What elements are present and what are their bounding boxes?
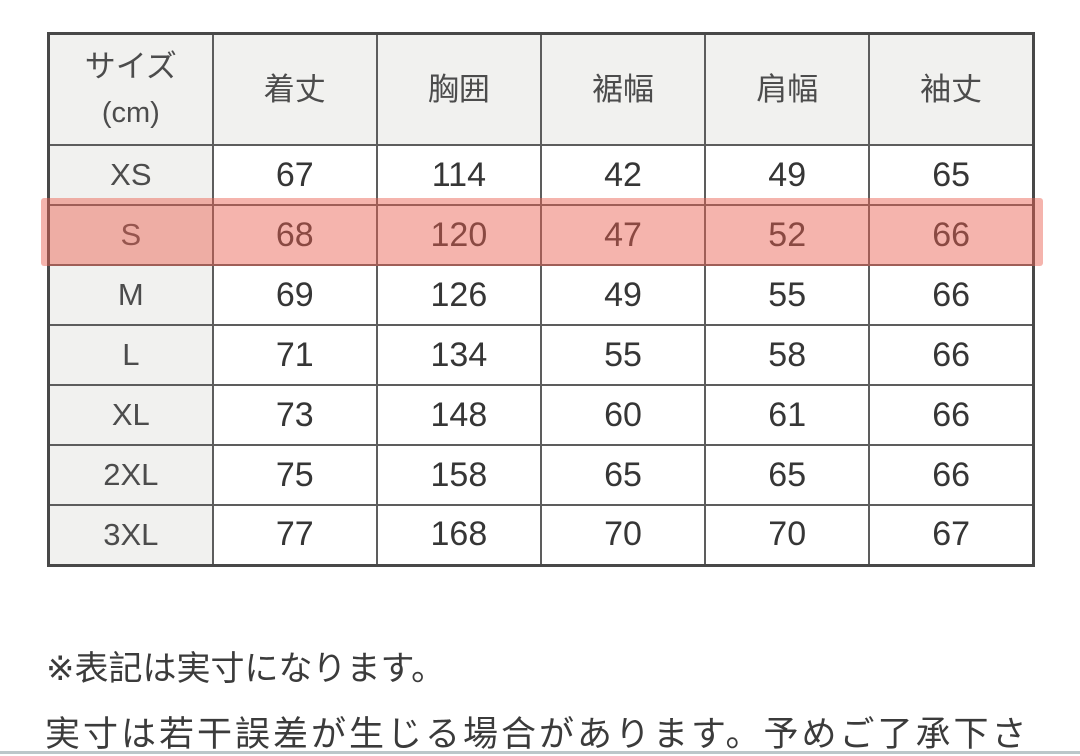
header-row: サイズ (cm) 着丈 胸囲 裾幅 肩幅 袖丈: [47, 32, 1035, 146]
measurement-value: 61: [704, 384, 871, 446]
size-label: S: [47, 204, 214, 266]
size-label: 2XL: [47, 444, 214, 506]
table-row-M: M 69 126 49 55 66: [47, 264, 1035, 326]
measurement-value: 58: [704, 324, 871, 386]
table-row-3XL: 3XL 77 168 70 70 67: [47, 504, 1035, 566]
bottom-divider: [0, 751, 1080, 754]
table-row-2XL: 2XL 75 158 65 65 66: [47, 444, 1035, 506]
measurement-value: 69: [211, 264, 378, 326]
column-header-2: 裾幅: [539, 32, 707, 146]
column-header-0: 着丈: [211, 32, 378, 146]
measurement-value: 120: [375, 204, 542, 266]
measurement-value: 65: [704, 444, 871, 506]
table-row-XL: XL 73 148 60 61 66: [47, 384, 1035, 446]
measurement-value: 65: [868, 144, 1035, 206]
column-header-4: 袖丈: [868, 32, 1035, 146]
measurement-value: 66: [868, 204, 1035, 266]
note-tolerance: 実寸は若干誤差が生じる場合があります。予めご了承下さ: [45, 715, 1030, 754]
measurement-value: 70: [704, 504, 871, 566]
size-label: XS: [47, 144, 214, 206]
measurement-value: 52: [704, 204, 871, 266]
measurement-value: 73: [211, 384, 378, 446]
size-label: XL: [47, 384, 214, 446]
size-label: 3XL: [47, 504, 214, 566]
table-body: XS 67 114 42 49 65 S 68 120 47 52 66 M 69 126 49 55 66 L 71…: [47, 144, 1035, 566]
measurement-value: 66: [868, 384, 1035, 446]
measurement-value: 158: [375, 444, 542, 506]
table-row-XS: XS 67 114 42 49 65: [47, 144, 1035, 206]
measurement-value: 66: [868, 324, 1035, 386]
note-actual-size: ※表記は実寸になります。: [46, 650, 446, 688]
table-row-S: S 68 120 47 52 66: [47, 204, 1035, 266]
size-label: M: [47, 264, 214, 326]
size-column-header-line1: サイズ: [84, 49, 177, 84]
measurement-value: 66: [868, 264, 1035, 326]
size-label: L: [47, 324, 214, 386]
measurement-value: 60: [539, 384, 707, 446]
measurement-value: 75: [211, 444, 378, 506]
measurement-value: 65: [539, 444, 707, 506]
size-column-header-line2: (cm): [101, 96, 160, 129]
measurement-value: 67: [211, 144, 378, 206]
measurement-value: 148: [375, 384, 542, 446]
measurement-value: 66: [868, 444, 1035, 506]
measurement-value: 168: [375, 504, 542, 566]
measurement-value: 71: [211, 324, 378, 386]
measurement-value: 55: [539, 324, 707, 386]
measurement-value: 134: [375, 324, 542, 386]
measurement-value: 114: [375, 144, 542, 206]
measurement-value: 67: [868, 504, 1035, 566]
measurement-value: 70: [539, 504, 707, 566]
measurement-value: 126: [375, 264, 542, 326]
column-header-3: 肩幅: [704, 32, 871, 146]
measurement-value: 68: [211, 204, 378, 266]
table-row-L: L 71 134 55 58 66: [47, 324, 1035, 386]
table-header: サイズ (cm) 着丈 胸囲 裾幅 肩幅 袖丈: [47, 32, 1035, 146]
measurement-value: 77: [211, 504, 378, 566]
size-chart-table: サイズ (cm) 着丈 胸囲 裾幅 肩幅 袖丈 XS 67 114 42 49 65 S 68 120 4…: [47, 32, 1035, 567]
measurement-value: 49: [704, 144, 871, 206]
measurement-value: 49: [539, 264, 707, 326]
measurement-value: 47: [539, 204, 707, 266]
column-header-1: 胸囲: [375, 32, 542, 146]
measurement-value: 42: [539, 144, 707, 206]
size-column-header: サイズ (cm): [47, 32, 214, 146]
measurement-value: 55: [704, 264, 871, 326]
